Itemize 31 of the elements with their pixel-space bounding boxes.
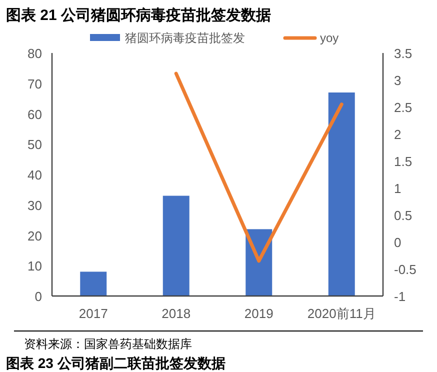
y-tick-label: 50 (28, 137, 42, 152)
y-tick-label: 60 (28, 106, 42, 122)
y2-tick-label: -1 (394, 289, 406, 304)
y-tick-label: 80 (28, 46, 42, 61)
x-tick-label: 2019 (244, 306, 274, 321)
y-tick-label: 10 (28, 258, 42, 274)
text: 资料来源：国家兽药基础数据库 (24, 337, 192, 351)
y2-tick-label: 3 (394, 73, 402, 88)
x-tick-label: 2017 (78, 306, 108, 321)
x-tick-label: 2020前11月 (307, 306, 376, 321)
legend-label: yoy (320, 31, 339, 45)
x-tick-label: 2018 (162, 306, 191, 321)
bar (80, 272, 107, 296)
y-tick-label: 0 (34, 289, 42, 304)
y-tick-label: 20 (28, 228, 42, 244)
y-tick-label: 70 (28, 76, 42, 92)
y2-tick-label: 0 (394, 235, 402, 250)
y2-tick-label: 2 (394, 127, 402, 142)
y2-tick-label: 0.5 (394, 208, 412, 223)
y2-tick-label: 1.5 (394, 154, 412, 169)
y-tick-label: 30 (28, 198, 42, 213)
y2-tick-label: 3.5 (394, 46, 412, 61)
y2-tick-label: 1 (394, 181, 402, 196)
text: 图表 23 公司猪副二联苗批签发数据 (6, 355, 226, 371)
y2-tick-label: -0.5 (394, 262, 416, 277)
y-tick-label: 40 (28, 168, 42, 182)
legend-label: 猪圆环病毒疫苗批签发 (125, 31, 245, 45)
bar (162, 196, 190, 296)
chart-title: 图表 21 公司猪圆环病毒疫苗批签发数据 (6, 7, 272, 24)
bar (328, 92, 355, 296)
y2-tick-label: 2.5 (394, 100, 412, 115)
